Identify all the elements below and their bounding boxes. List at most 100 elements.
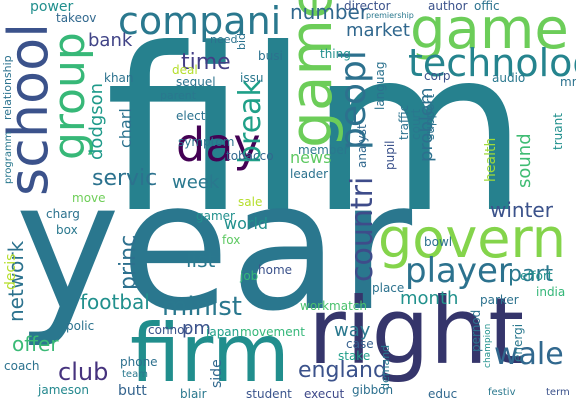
word-busi: busi xyxy=(258,49,283,63)
word-offer: offer xyxy=(12,332,59,356)
word-coach: coach xyxy=(4,359,40,373)
word-tobacco: tobacco xyxy=(226,149,274,163)
word-sequel: sequel xyxy=(176,75,216,89)
word-firm: firm xyxy=(130,307,290,400)
word-player: player xyxy=(405,251,512,291)
word-place: place xyxy=(372,281,405,295)
word-effort: effort xyxy=(520,269,553,283)
word-bowl: bowl xyxy=(424,235,453,249)
word-parent: parent xyxy=(160,89,197,102)
word-decis: decis xyxy=(3,253,19,290)
word-corp: corp xyxy=(424,69,451,83)
word-author: author xyxy=(428,0,468,13)
word-workmatch: workmatch xyxy=(300,299,367,313)
word-pm: pm xyxy=(182,318,211,339)
word-issu: issu xyxy=(240,71,264,85)
word-phone: phone xyxy=(120,355,158,369)
word-technolog: technolog xyxy=(408,41,576,85)
word-parker: parker xyxy=(480,293,519,307)
word-term: term xyxy=(546,387,570,398)
word-deal: deal xyxy=(172,63,198,77)
word-power: power xyxy=(30,0,74,15)
word-part: part xyxy=(508,262,554,287)
word-need: need xyxy=(210,33,238,46)
word-execut: execut xyxy=(304,387,345,401)
word-truant: truant xyxy=(551,113,565,150)
word-side: side xyxy=(209,359,225,388)
word-audio: audio xyxy=(492,71,526,85)
word-govern: govern xyxy=(378,207,566,270)
word-fox: fox xyxy=(222,233,241,247)
word-festiv: festiv xyxy=(488,387,516,398)
word-list: list xyxy=(186,248,216,272)
word-jameson: jameson xyxy=(38,383,89,397)
word-mr: mr xyxy=(560,75,576,89)
word-relationship: relationship xyxy=(1,55,14,120)
word-languag: languag xyxy=(373,61,387,111)
word-symptom: symptom xyxy=(178,135,235,149)
word-polic: polic xyxy=(66,319,95,333)
word-bank: bank xyxy=(88,30,133,51)
word-movement: movement xyxy=(240,325,305,339)
word-leader: leader xyxy=(290,167,329,181)
word-sale: sale xyxy=(238,195,263,209)
word-club: club xyxy=(58,358,109,386)
word-world: world xyxy=(224,214,269,233)
word-move: move xyxy=(72,191,106,205)
word-charl: charl xyxy=(116,108,135,148)
word-footbal: footbal xyxy=(80,290,150,314)
word-health: health xyxy=(483,137,499,182)
word-student: student xyxy=(246,387,292,401)
word-analyst: analyst xyxy=(355,124,369,168)
word-elect: elect xyxy=(176,109,206,123)
word-box: box xyxy=(56,223,78,237)
word-share: game xyxy=(410,0,569,62)
word-market: market xyxy=(346,20,410,41)
word-thing: thing xyxy=(320,47,351,61)
word-servic: servic xyxy=(92,166,158,191)
word-educ: educ xyxy=(428,387,458,401)
word-programm: programm xyxy=(3,131,14,184)
word-takeov: takeov xyxy=(56,11,97,25)
word-princ: princ xyxy=(116,234,141,290)
word-court: court xyxy=(409,108,423,140)
word-year: year xyxy=(15,143,413,350)
word-england: england xyxy=(298,358,387,383)
word-pernod: pernod xyxy=(469,309,483,352)
word-bid: bid xyxy=(235,32,248,50)
word-case: case xyxy=(346,337,374,351)
word-month: month xyxy=(400,288,459,309)
word-premiership: premiership xyxy=(366,11,414,20)
word-day: day xyxy=(176,118,261,172)
word-number: number xyxy=(290,0,369,24)
word-right: right xyxy=(308,278,525,385)
word-week: week xyxy=(172,172,220,193)
word-wale: wale xyxy=(494,337,564,372)
word-japan: japan xyxy=(206,325,240,339)
word-blair: blair xyxy=(180,387,207,401)
word-stake: stake xyxy=(338,349,371,363)
word-member: member xyxy=(298,143,349,157)
word-team: team xyxy=(122,369,148,380)
word-winter: winter xyxy=(490,198,553,222)
word-job: job xyxy=(240,269,259,283)
word-connor: connor xyxy=(148,323,190,337)
word-india: india xyxy=(536,285,566,299)
word-offic: offic xyxy=(474,0,500,13)
word-countri: countri xyxy=(345,176,380,282)
word-demand: demand xyxy=(379,344,392,390)
word-energi: energi xyxy=(511,323,525,362)
word-butt: butt xyxy=(118,383,147,399)
word-time: time xyxy=(181,50,231,75)
word-champion: champion xyxy=(483,323,493,368)
word-compani: compani xyxy=(118,0,282,43)
word-dodgson: dodgson xyxy=(86,82,107,160)
word-charg: charg xyxy=(46,207,80,221)
word-way: way xyxy=(334,320,371,341)
word-khan: khan xyxy=(104,71,134,85)
word-gamer: gamer xyxy=(196,209,235,223)
word-minist: minist xyxy=(162,292,242,322)
word-home: home xyxy=(258,263,293,277)
word-news: news xyxy=(290,148,332,167)
